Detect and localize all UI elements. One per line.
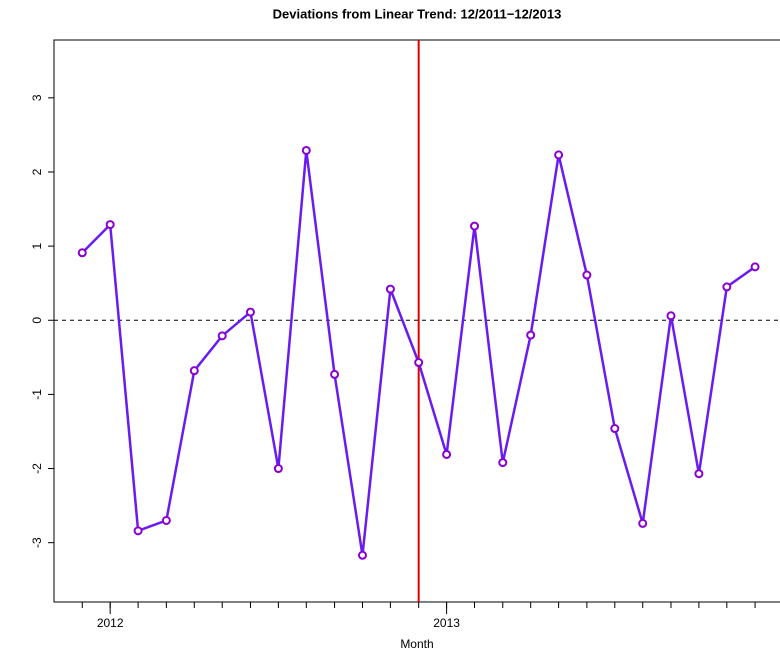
point — [217, 331, 227, 341]
x-tick-label: 2012 — [97, 616, 124, 630]
y-tick-label: -1 — [30, 389, 44, 400]
x-axis-label: Month — [400, 637, 433, 651]
point — [554, 150, 564, 160]
point — [301, 145, 311, 155]
x-tick-label: 2013 — [433, 616, 460, 630]
point — [582, 270, 592, 280]
point — [273, 464, 283, 474]
point — [330, 369, 340, 379]
point — [414, 358, 424, 368]
point — [750, 262, 760, 272]
point — [526, 330, 536, 340]
y-tick-label: -3 — [30, 537, 44, 548]
point — [385, 284, 395, 294]
point — [666, 311, 676, 321]
point — [77, 248, 87, 258]
y-tick-label: 2 — [30, 168, 44, 175]
point — [694, 469, 704, 479]
point — [245, 307, 255, 317]
point — [498, 458, 508, 468]
point — [161, 515, 171, 525]
y-tick-label: 3 — [30, 94, 44, 101]
y-tick-label: 0 — [30, 317, 44, 324]
chart-title: Deviations from Linear Trend: 12/2011−12… — [273, 6, 562, 21]
point — [722, 282, 732, 292]
point — [105, 220, 115, 230]
point — [470, 221, 480, 231]
point — [357, 550, 367, 560]
y-tick-label: 1 — [30, 242, 44, 249]
y-tick-label: -2 — [30, 463, 44, 474]
point — [133, 526, 143, 536]
point — [189, 366, 199, 376]
point — [610, 424, 620, 434]
point — [442, 449, 452, 459]
point — [638, 518, 648, 528]
